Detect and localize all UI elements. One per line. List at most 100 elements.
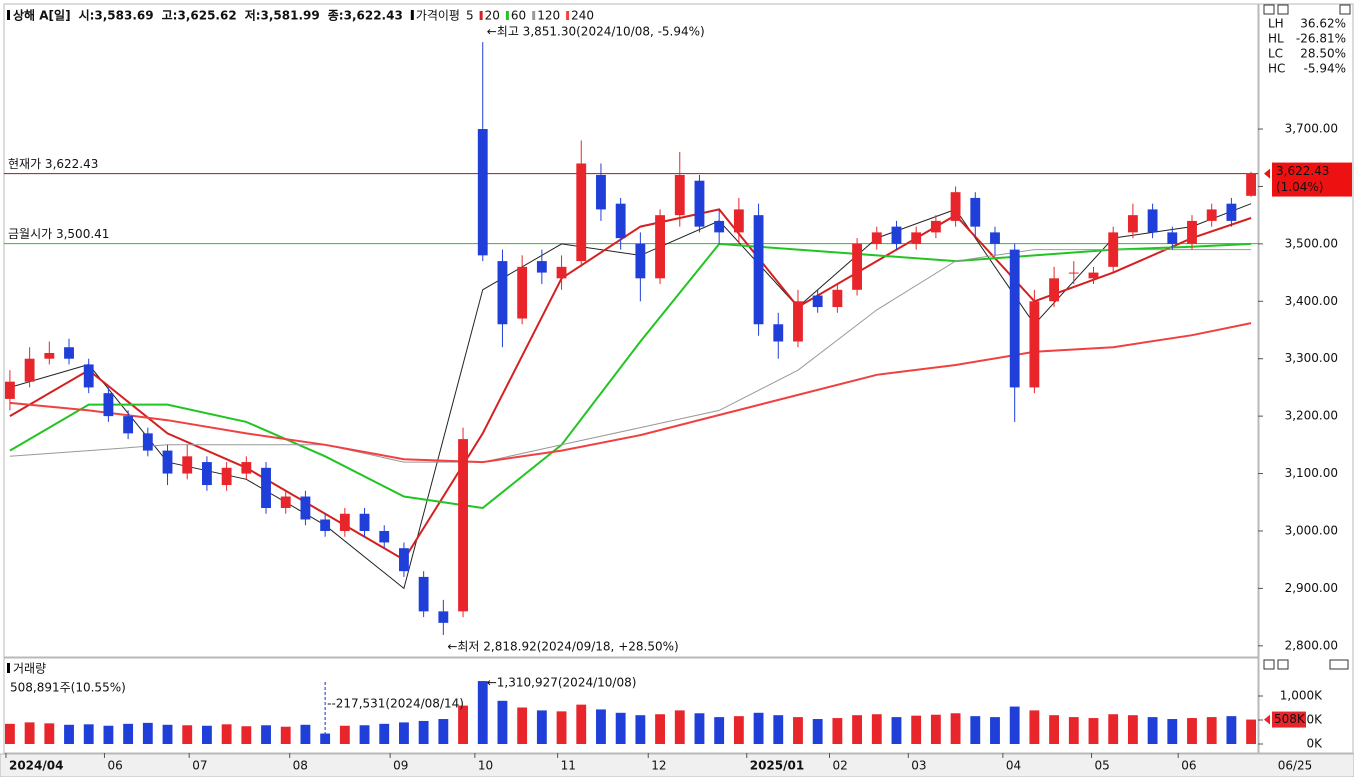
candle-body [438,611,449,623]
volume-bar [1147,717,1158,744]
volume-bar [1167,719,1178,744]
legend-swatch [505,11,509,20]
candle-body [812,295,823,308]
volume-bar [339,725,350,744]
volume-bar [852,715,862,744]
x-tick-label: 07 [192,759,207,773]
candle-body [379,530,390,543]
volume-box [1272,711,1306,728]
y-tick-label: 3,100.00 [1285,466,1338,480]
candle-body [596,174,606,210]
candle-body [970,197,981,227]
candle-body [241,462,252,474]
panel-button[interactable] [1277,659,1289,670]
y-tick-label: 3,400.00 [1285,294,1338,308]
volume-bar [123,723,134,744]
candle-body [990,232,1000,244]
candle-body [261,467,271,509]
ohlc-field: 고:3,625.62 [162,9,237,23]
volume-bar [261,725,271,744]
candle-body [674,174,685,216]
candle-body [1068,272,1079,274]
candle-body [733,209,744,233]
x-tick-label: 2024/04 [9,759,63,773]
volume-bar [1009,706,1020,744]
volume-bar [871,714,882,744]
candle-body [1226,203,1237,221]
volume-bar [379,723,390,744]
reference-label: 현재가 3,622.43 [8,157,98,171]
y-tick-label: 3,000.00 [1285,523,1338,537]
panel-button[interactable] [1263,4,1275,15]
candle-body [773,324,784,342]
candle-body [1147,209,1158,233]
price-panel [3,3,1259,658]
candle-body [320,519,331,531]
low-annotation: ←최저 2,818.92(2024/09/18, +28.50%) [447,639,678,653]
panel-button[interactable] [1263,659,1275,670]
ohlc-field: 저:3,581.99 [245,8,320,23]
candle-body [339,513,350,531]
reference-label: 금월시가 3,500.41 [8,227,109,241]
volume-bar [694,713,705,744]
candle-body [852,243,862,290]
moving-average [9,249,1252,463]
candle-body [694,180,705,227]
legend-label: 240 [571,9,594,23]
candle-body [24,358,35,382]
candle-body [556,266,567,279]
x-tick-label: 08 [293,759,308,773]
price-box-price: 3,622.43 [1276,164,1329,178]
marker [410,10,414,20]
volume-bar [103,725,114,744]
candle-body [615,203,626,239]
x-tick-label: 02 [832,759,847,773]
volume-bar [773,715,784,744]
volume-bar [714,717,725,744]
moving-average [9,242,1252,510]
y-tick-label: 1,000K [1280,688,1323,702]
price-box [1272,162,1352,197]
volume-header: 거래량 508,891주(10.55%) [7,662,126,695]
volume-bar [536,710,547,744]
candle-body [83,364,94,388]
panel-button[interactable] [1277,4,1289,15]
price-pointer [1264,168,1270,179]
candle-body [221,467,232,486]
stat-value: -26.81% [1296,32,1346,46]
volume-bar [418,720,429,744]
volume-bar [576,704,587,744]
volume-bar [930,714,941,744]
volume-title: 거래량 [13,662,46,676]
y-tick-label: 3,200.00 [1285,409,1338,423]
candle-body [359,513,370,531]
candle-body [655,215,665,279]
y-tick-label: 0K [1306,736,1323,750]
volume-bar [4,723,15,744]
volume-bar [280,726,291,744]
volume-bar [517,707,528,744]
candle-body [202,462,212,486]
x-tick-label: 12 [651,759,666,773]
x-tick-label: 09 [393,759,408,773]
price-box-change: (1.04%) [1276,180,1323,194]
volume-bar [970,716,981,744]
panel-button[interactable] [1339,4,1351,15]
candle-body [1127,215,1138,233]
ohlc-field: 종:3,622.43 [328,9,403,23]
candle-body [517,266,528,319]
volume-bar [1246,719,1257,744]
volume-bar [1029,710,1040,744]
volume-bar [1187,718,1197,744]
panel-button[interactable] [1329,659,1349,670]
volume-bar [1088,718,1099,744]
volume-bar [83,724,94,744]
volume-bar [64,724,74,744]
candle-body [162,450,173,474]
candle-body [103,393,114,417]
marker [7,10,10,20]
volume-box-label: 508K [1274,712,1306,726]
volume-bar [142,722,153,744]
volume-bar [497,700,508,744]
